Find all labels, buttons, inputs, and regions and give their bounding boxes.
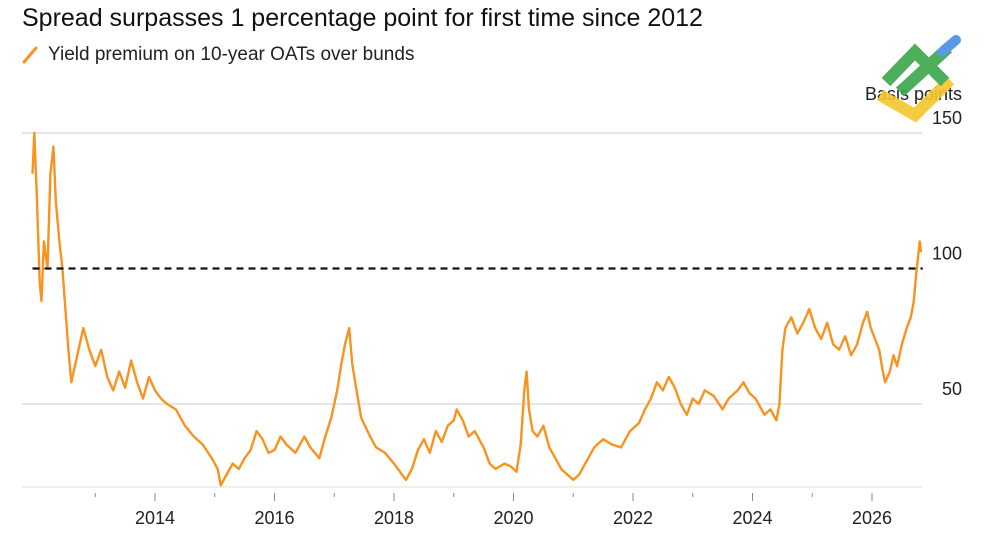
x-tick-label-2024: 2024 <box>732 508 772 528</box>
y-tick-label-100: 100 <box>932 244 962 264</box>
x-tick-label-2022: 2022 <box>613 508 653 528</box>
legend-label: Yield premium on 10-year OATs over bunds <box>48 44 415 65</box>
chart-legend: Yield premium on 10-year OATs over bunds <box>22 44 414 66</box>
y-tick-label-50: 50 <box>942 379 962 399</box>
x-tick-label-2026: 2026 <box>852 508 892 528</box>
x-tick-label-2016: 2016 <box>254 508 294 528</box>
y-tick-label-150: 150 <box>932 108 962 128</box>
x-tick-label-2014: 2014 <box>135 508 175 528</box>
legend-swatch-icon <box>22 46 38 64</box>
watermark-logo-icon <box>877 35 961 123</box>
series-line-oat-bund-spread <box>31 131 923 487</box>
chart-title: Spread surpasses 1 percentage point for … <box>22 4 703 32</box>
x-tick-label-2018: 2018 <box>374 508 414 528</box>
x-tick-label-2020: 2020 <box>493 508 533 528</box>
